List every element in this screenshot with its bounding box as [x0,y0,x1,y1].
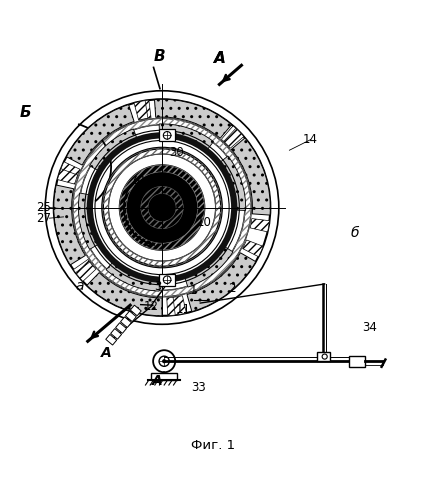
Wedge shape [134,100,148,120]
Circle shape [120,165,204,250]
Wedge shape [159,124,213,150]
Polygon shape [121,317,131,328]
Bar [159,274,175,285]
Bar [349,356,365,367]
Wedge shape [167,297,179,316]
Text: В: В [154,50,166,64]
Polygon shape [115,322,127,334]
Text: Б: Б [20,104,31,120]
Text: ω: ω [133,173,144,187]
Text: 1: 1 [190,284,198,297]
Text: 11: 11 [176,303,191,316]
Circle shape [162,360,166,363]
Text: 30: 30 [170,146,184,159]
Wedge shape [58,168,78,184]
Text: А: А [152,374,162,388]
Bar [151,373,177,380]
Text: А: А [213,52,225,66]
Text: 3: 3 [154,280,161,292]
Text: 25: 25 [36,201,51,214]
Wedge shape [54,185,85,265]
Circle shape [158,204,165,211]
Wedge shape [187,253,256,312]
Wedge shape [138,100,151,119]
Text: 10: 10 [197,216,212,229]
Wedge shape [231,138,271,215]
Wedge shape [224,128,244,148]
Wedge shape [250,218,270,232]
Wedge shape [60,162,80,178]
Polygon shape [125,311,136,322]
Text: 12: 12 [144,300,159,312]
Text: А: А [213,52,225,66]
Wedge shape [243,240,263,256]
Wedge shape [89,129,137,171]
Text: 33: 33 [191,382,205,394]
Text: Фиг. 1: Фиг. 1 [191,439,235,452]
Wedge shape [106,262,159,291]
Wedge shape [184,246,233,287]
Bar [159,130,175,141]
Wedge shape [66,104,134,165]
Polygon shape [111,328,121,339]
Polygon shape [106,334,117,345]
Text: 27: 27 [36,212,51,224]
Wedge shape [78,193,99,250]
Text: А: А [101,346,111,360]
Wedge shape [75,262,96,281]
Text: 34: 34 [363,321,377,334]
Text: б: б [351,226,360,240]
Wedge shape [87,272,162,316]
Wedge shape [222,126,241,146]
Wedge shape [155,100,232,138]
Wedge shape [173,296,187,315]
Text: 14: 14 [303,133,318,146]
Wedge shape [219,156,246,210]
Text: 2: 2 [228,282,236,294]
Text: a: a [75,279,83,293]
Bar [317,352,330,361]
Wedge shape [73,260,94,278]
Polygon shape [130,305,141,316]
